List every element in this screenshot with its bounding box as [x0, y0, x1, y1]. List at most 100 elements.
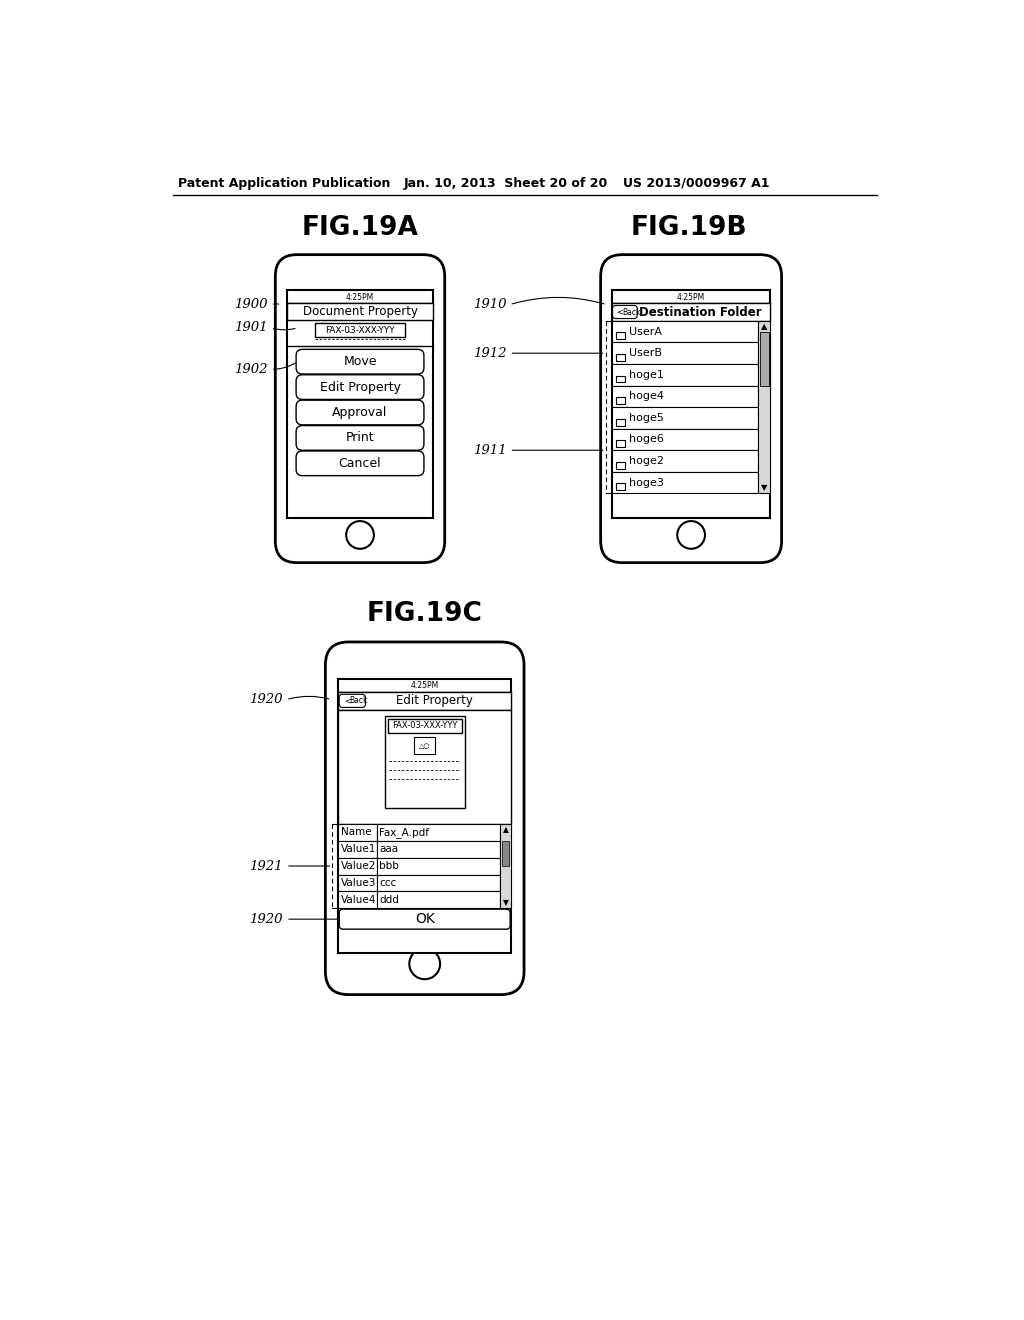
Bar: [615, 462, 625, 469]
Text: Back: Back: [349, 697, 368, 705]
Bar: [611, 429, 758, 450]
Bar: [615, 441, 625, 447]
Text: 1920: 1920: [250, 912, 283, 925]
Bar: [287, 290, 433, 517]
Bar: [611, 385, 758, 407]
Text: hoge4: hoge4: [629, 391, 664, 401]
Text: OK: OK: [415, 912, 434, 927]
Circle shape: [677, 521, 705, 549]
Bar: [611, 342, 758, 364]
Text: UserB: UserB: [629, 348, 662, 358]
Text: 4:25PM: 4:25PM: [677, 293, 706, 301]
Bar: [760, 331, 769, 385]
Bar: [615, 333, 625, 339]
Text: aaa: aaa: [379, 843, 398, 854]
Text: Destination Folder: Destination Folder: [639, 305, 762, 318]
Bar: [615, 418, 625, 425]
Bar: [615, 420, 620, 422]
Text: FAX-03-XXX-YYY: FAX-03-XXX-YYY: [392, 722, 458, 730]
Text: ^: ^: [345, 331, 351, 337]
Bar: [315, 323, 404, 337]
Text: <: <: [344, 697, 351, 705]
Text: △○: △○: [419, 743, 430, 748]
Bar: [611, 364, 758, 385]
Text: FAX-03-XXX-YYY: FAX-03-XXX-YYY: [326, 326, 395, 334]
Bar: [385, 715, 465, 808]
Text: <: <: [616, 308, 624, 317]
Bar: [615, 334, 620, 335]
Bar: [339, 678, 511, 953]
Text: FIG.19B: FIG.19B: [631, 215, 748, 240]
Text: Value1: Value1: [341, 843, 376, 854]
Text: Approval: Approval: [333, 407, 388, 418]
Bar: [615, 399, 620, 400]
Text: Back: Back: [622, 308, 640, 317]
Bar: [611, 471, 758, 494]
Text: 1921: 1921: [250, 859, 283, 873]
Bar: [615, 376, 620, 379]
Bar: [615, 441, 620, 444]
Circle shape: [346, 521, 374, 549]
FancyBboxPatch shape: [296, 350, 424, 374]
Bar: [500, 824, 511, 908]
Text: Value4: Value4: [341, 895, 376, 906]
Bar: [615, 484, 620, 487]
Bar: [339, 891, 377, 908]
Text: ▲: ▲: [503, 825, 509, 833]
Text: ▼: ▼: [503, 899, 509, 907]
Text: Move: Move: [343, 355, 377, 368]
Bar: [615, 463, 620, 465]
Bar: [287, 304, 433, 321]
Circle shape: [410, 949, 440, 979]
Bar: [611, 407, 758, 429]
Text: 1920: 1920: [250, 693, 283, 706]
Text: ccc: ccc: [379, 878, 396, 888]
Bar: [377, 891, 500, 908]
FancyBboxPatch shape: [339, 909, 510, 929]
Bar: [611, 321, 758, 342]
Bar: [615, 376, 625, 383]
Bar: [377, 841, 500, 858]
Bar: [615, 397, 625, 404]
Bar: [502, 841, 509, 866]
Text: Print: Print: [346, 432, 375, 445]
Bar: [377, 858, 500, 875]
Bar: [388, 719, 462, 733]
Bar: [611, 290, 770, 517]
Text: FIG.19C: FIG.19C: [367, 601, 482, 627]
FancyBboxPatch shape: [339, 694, 366, 708]
Text: 4:25PM: 4:25PM: [411, 681, 439, 690]
Bar: [339, 824, 377, 841]
Text: Name: Name: [341, 828, 372, 837]
Bar: [339, 875, 377, 891]
Text: 1900: 1900: [234, 298, 267, 312]
Bar: [611, 450, 758, 471]
FancyBboxPatch shape: [296, 400, 424, 425]
FancyBboxPatch shape: [296, 375, 424, 400]
Bar: [758, 321, 770, 494]
Text: FIG.19A: FIG.19A: [302, 215, 419, 240]
Text: 1911: 1911: [473, 444, 506, 457]
Bar: [615, 483, 625, 490]
Text: hoge2: hoge2: [629, 455, 664, 466]
Text: Fax_A.pdf: Fax_A.pdf: [379, 826, 429, 838]
Text: hoge3: hoge3: [629, 478, 664, 487]
Text: Jan. 10, 2013  Sheet 20 of 20: Jan. 10, 2013 Sheet 20 of 20: [403, 177, 608, 190]
Bar: [339, 710, 511, 824]
Text: Value3: Value3: [341, 878, 376, 888]
Bar: [611, 304, 770, 321]
Text: hoge6: hoge6: [629, 434, 664, 445]
Bar: [339, 692, 511, 710]
Text: UserA: UserA: [629, 326, 662, 337]
Text: hoge1: hoge1: [629, 370, 664, 380]
Bar: [339, 841, 377, 858]
FancyBboxPatch shape: [601, 255, 781, 562]
Text: US 2013/0009967 A1: US 2013/0009967 A1: [624, 177, 770, 190]
Text: Cancel: Cancel: [339, 457, 381, 470]
Text: Value2: Value2: [341, 861, 376, 871]
Text: Edit Property: Edit Property: [319, 380, 400, 393]
Text: 1910: 1910: [473, 298, 506, 312]
Bar: [615, 355, 620, 358]
FancyBboxPatch shape: [612, 305, 637, 318]
Text: ddd: ddd: [379, 895, 399, 906]
